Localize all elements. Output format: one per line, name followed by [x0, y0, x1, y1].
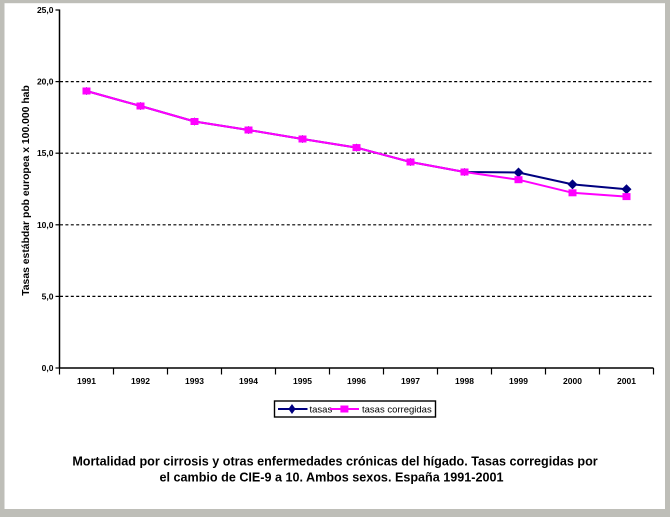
svg-text:1997: 1997	[401, 376, 420, 386]
svg-text:2001: 2001	[617, 376, 636, 386]
svg-text:tasas: tasas	[310, 405, 333, 416]
svg-text:5,0: 5,0	[42, 291, 54, 301]
svg-text:25,0: 25,0	[37, 5, 54, 15]
svg-text:1999: 1999	[509, 376, 528, 386]
svg-text:el cambio de CIE-9 a 10. Ambos: el cambio de CIE-9 a 10. Ambos sexos. Es…	[160, 470, 504, 484]
svg-text:1994: 1994	[239, 376, 258, 386]
svg-text:20,0: 20,0	[37, 77, 54, 87]
svg-text:15,0: 15,0	[37, 148, 54, 158]
svg-text:1993: 1993	[185, 376, 204, 386]
svg-text:Tasas estábdar pob europea x 1: Tasas estábdar pob europea x 100.000 hab	[21, 85, 32, 296]
svg-text:1992: 1992	[131, 376, 150, 386]
svg-text:Mortalidad por cirrosis y otra: Mortalidad por cirrosis y otras enfermed…	[72, 454, 597, 468]
svg-text:1995: 1995	[293, 376, 312, 386]
svg-text:2000: 2000	[563, 376, 582, 386]
svg-text:10,0: 10,0	[37, 220, 54, 230]
svg-text:0,0: 0,0	[42, 363, 54, 373]
svg-text:1991: 1991	[77, 376, 96, 386]
svg-text:1996: 1996	[347, 376, 366, 386]
svg-text:1998: 1998	[455, 376, 474, 386]
svg-text:tasas corregidas: tasas corregidas	[362, 405, 432, 416]
